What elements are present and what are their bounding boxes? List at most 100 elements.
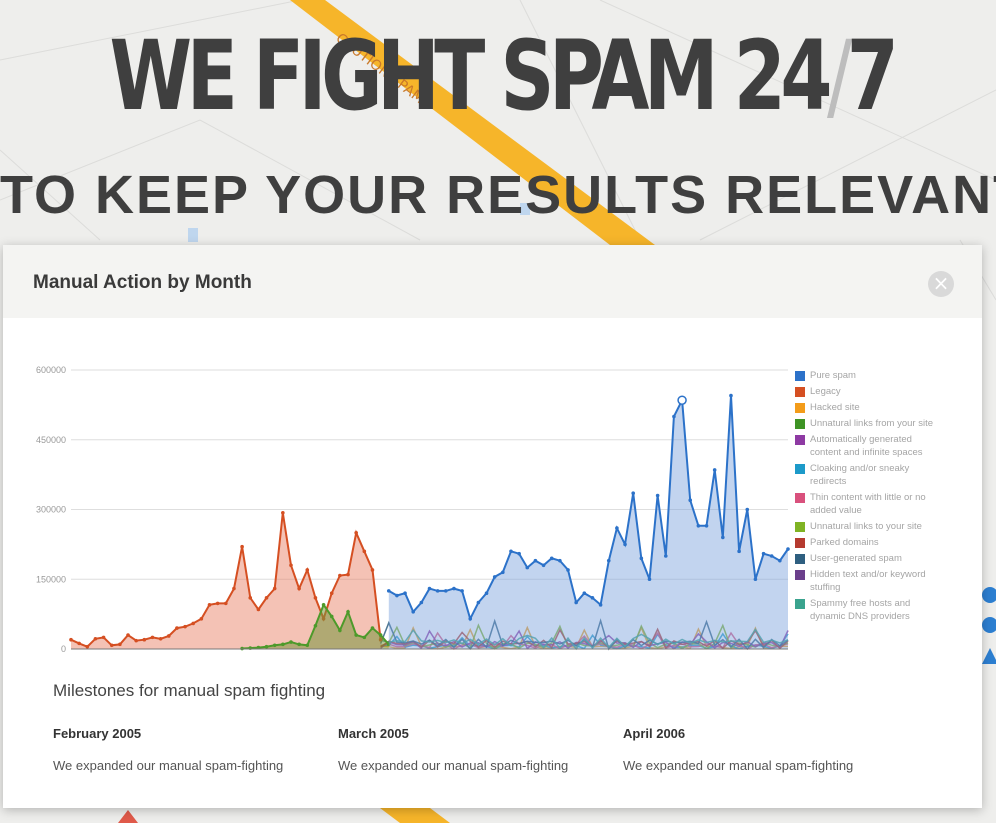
legend-label: Hidden text and/or keyword stuffing [810, 569, 926, 593]
legend-swatch [795, 599, 805, 609]
legend-item[interactable]: Hidden text and/or keyword stuffing [795, 568, 945, 594]
data-point [224, 601, 228, 606]
legend-swatch [795, 570, 805, 580]
data-point [647, 577, 652, 582]
chart-legend: Pure spam Legacy Hacked site Unnatural link… [795, 369, 945, 626]
modal-header: Manual Action by Month × [3, 245, 982, 318]
data-point [484, 591, 489, 595]
legend-label: Cloaking and/or sneaky redirects [810, 463, 910, 487]
data-point [370, 626, 375, 630]
data-point [403, 591, 407, 595]
legend-label: Thin content with little or no added val… [810, 492, 926, 516]
data-point [272, 643, 277, 648]
data-point [69, 637, 73, 642]
data-point [101, 635, 106, 640]
hero-title: WE FIGHT SPAM 24/7 [109, 20, 899, 132]
legend-item[interactable]: Unnatural links from your site [795, 417, 945, 430]
legend-label: Spammy free hosts and dynamic DNS provid… [810, 598, 911, 622]
caution-tape [290, 0, 655, 245]
series-line-minor [380, 628, 789, 651]
data-point [492, 575, 497, 579]
data-point [289, 563, 293, 568]
series-line-minor [380, 623, 789, 650]
legend-item[interactable]: Spammy free hosts and dynamic DNS provid… [795, 597, 945, 623]
data-point [166, 634, 171, 638]
legend-label: Unnatural links to your site [810, 521, 922, 532]
data-point [264, 596, 269, 600]
legend-swatch [795, 538, 805, 548]
data-point [313, 623, 318, 628]
milestone-text: We expanded our manual spam-fighting [338, 758, 569, 773]
data-point [729, 393, 733, 398]
data-point [606, 558, 611, 563]
data-point [378, 633, 383, 637]
legend-swatch [795, 464, 805, 474]
data-point [663, 554, 668, 558]
highlight-point [677, 395, 687, 405]
y-tick-label: 450000 [36, 435, 66, 445]
data-point [93, 636, 98, 641]
data-point [590, 596, 595, 600]
data-point [329, 591, 334, 595]
legend-item[interactable]: Unnatural links to your site [795, 520, 945, 533]
data-point [142, 637, 147, 642]
y-tick-label: 0 [61, 644, 66, 654]
legend-label: User-generated spam [810, 553, 902, 564]
data-point [541, 563, 546, 568]
data-point [737, 549, 741, 554]
data-point [346, 610, 350, 614]
legend-item[interactable]: Hacked site [795, 401, 945, 414]
legend-item[interactable]: Pure spam [795, 369, 945, 382]
y-tick-label: 300000 [36, 505, 66, 515]
data-point [354, 530, 358, 535]
data-point [158, 636, 163, 641]
data-point [688, 498, 693, 502]
data-point [297, 642, 301, 647]
legend-item[interactable]: Automatically generated content and infi… [795, 433, 945, 459]
data-point [118, 642, 122, 647]
legend-swatch [795, 554, 805, 564]
data-point [761, 551, 766, 556]
milestone-text: We expanded our manual spam-fighting [53, 758, 284, 773]
data-point [574, 600, 578, 605]
milestone-item: April 2006 We expanded our manual spam-f… [623, 726, 893, 773]
milestone-date: March 2005 [338, 726, 409, 741]
y-tick-label: 600000 [36, 365, 66, 375]
data-point [370, 568, 375, 572]
legend-item[interactable]: Cloaking and/or sneaky redirects [795, 462, 945, 488]
data-point [281, 642, 285, 647]
data-point [509, 549, 513, 554]
data-point [215, 601, 220, 606]
data-point [566, 568, 570, 572]
data-point [631, 491, 635, 496]
data-point [85, 644, 90, 649]
legend-item[interactable]: Parked domains [795, 536, 945, 549]
legend-swatch [795, 435, 805, 445]
data-point [395, 593, 399, 598]
legend-swatch [795, 522, 805, 532]
data-point [207, 603, 212, 607]
data-point [582, 591, 587, 595]
legend-swatch [795, 371, 805, 381]
legend-item[interactable]: Thin content with little or no added val… [795, 491, 945, 517]
data-point [517, 551, 521, 556]
legend-item[interactable]: Legacy [795, 385, 945, 398]
legend-label: Legacy [810, 386, 841, 397]
milestone-item: February 2005 We expanded our manual spa… [53, 726, 323, 773]
data-point [232, 586, 236, 591]
data-point [126, 633, 130, 637]
legend-item[interactable]: User-generated spam [795, 552, 945, 565]
data-point [321, 603, 326, 607]
data-point [745, 507, 750, 512]
milestones-title: Milestones for manual spam fighting [53, 681, 326, 700]
modal-title: Manual Action by Month [33, 272, 252, 293]
close-icon[interactable]: × [928, 271, 954, 297]
data-point [305, 568, 310, 572]
milestone-text: We expanded our manual spam-fighting [623, 758, 854, 773]
data-point [721, 535, 725, 540]
data-point [623, 542, 627, 547]
data-point [639, 556, 644, 561]
warning-icons [982, 587, 996, 664]
data-point [338, 628, 342, 633]
